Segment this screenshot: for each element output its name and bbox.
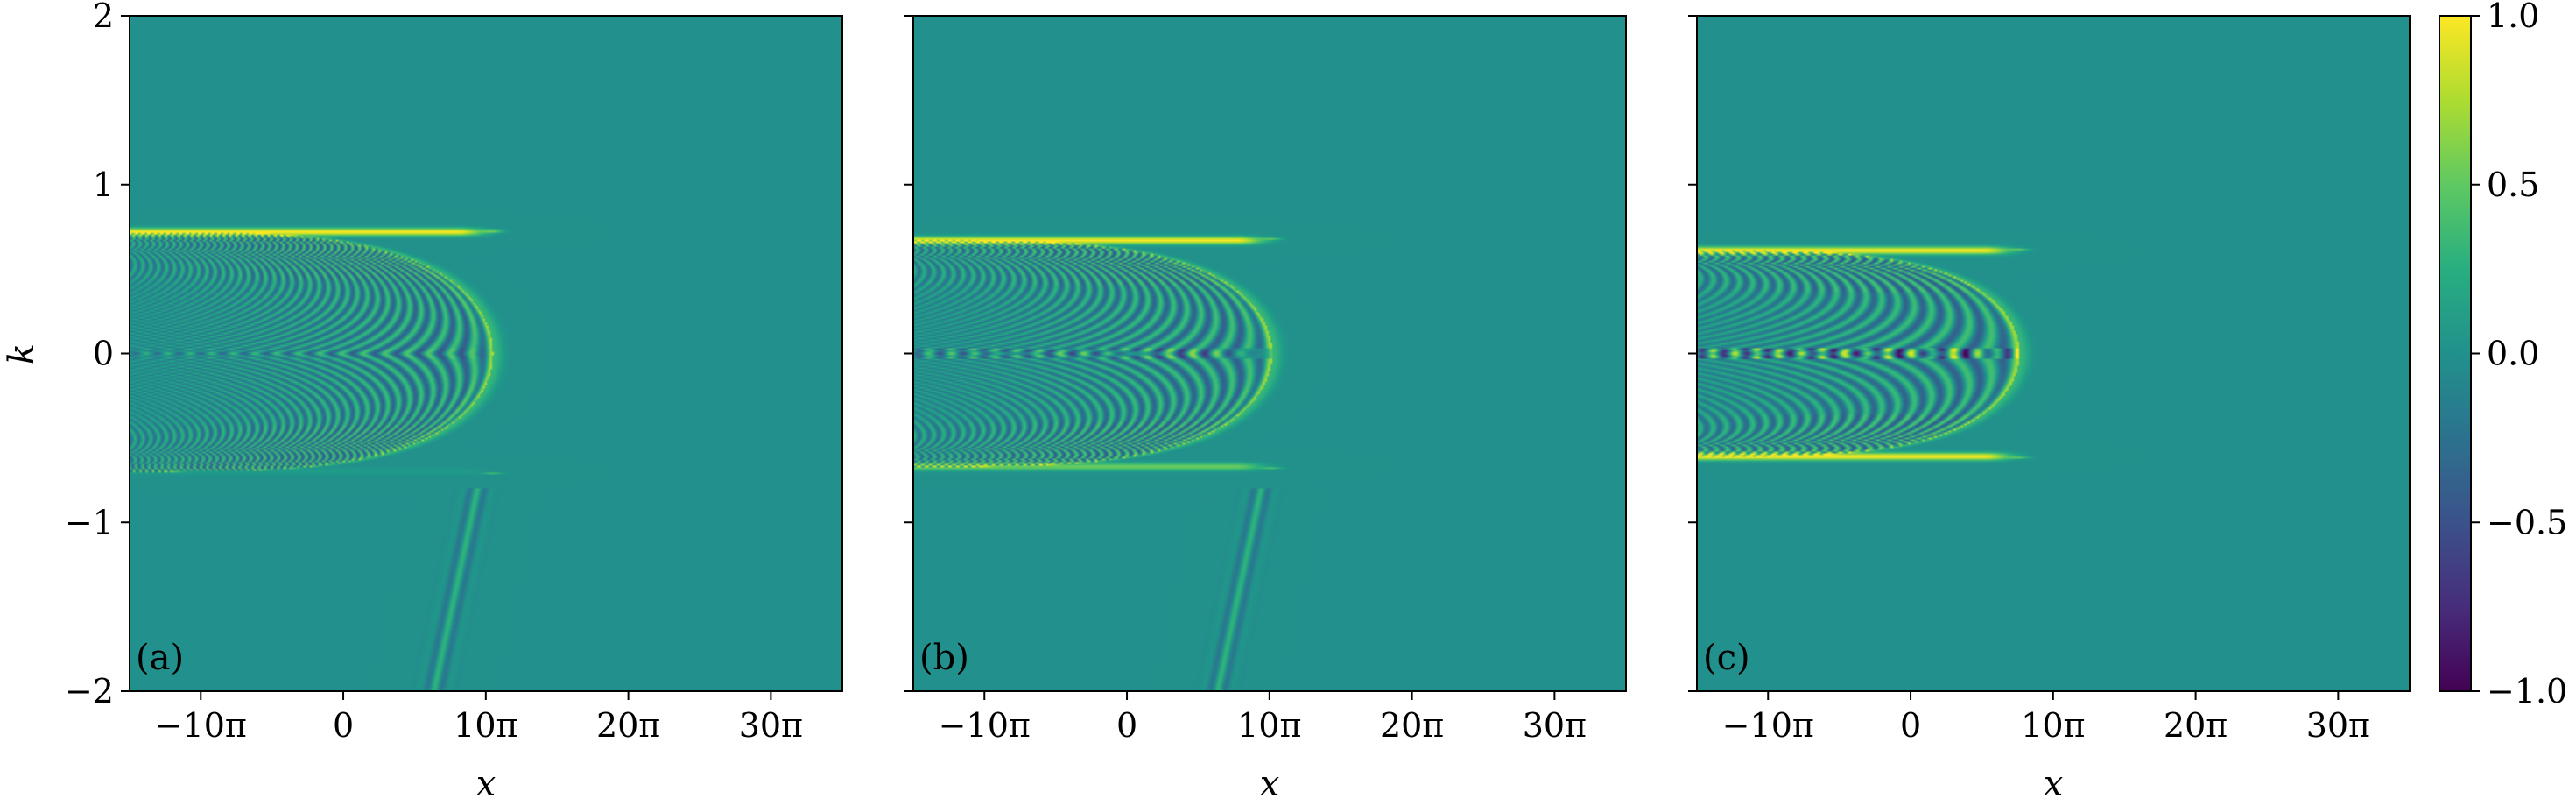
x-tick-label: 10π bbox=[1237, 706, 1301, 745]
colorbar-tick-label: −1.0 bbox=[2487, 672, 2567, 711]
x-axis-label-c: x bbox=[2044, 764, 2064, 804]
x-tick-label: 20π bbox=[2164, 706, 2228, 745]
x-tick-label: −10π bbox=[939, 706, 1031, 745]
y-tick-label: −2 bbox=[65, 672, 114, 711]
panel-a: −10π 0 10π 20π 30π 2 1 0 −1 −2 (a) x k bbox=[2, 0, 843, 804]
panel-label-a: (a) bbox=[136, 638, 184, 678]
x-tick-label: 20π bbox=[596, 706, 660, 745]
heatmap-image-a bbox=[130, 16, 842, 691]
x-tick-label: −10π bbox=[155, 706, 247, 745]
x-tick-label: 0 bbox=[1900, 706, 1921, 745]
colorbar-ticks: 1.0 0.5 0.0 −0.5 −1.0 bbox=[2471, 0, 2567, 711]
y-tick-label: 0 bbox=[93, 335, 114, 373]
colorbar-tick-label: −0.5 bbox=[2487, 503, 2567, 541]
x-tick-label: 20π bbox=[1380, 706, 1444, 745]
heatmap-image-c bbox=[1697, 16, 2410, 691]
panel-b: −10π 0 10π 20π 30π (b) x bbox=[904, 15, 1627, 804]
colorbar: 1.0 0.5 0.0 −0.5 −1.0 bbox=[2439, 0, 2567, 711]
ticks-a: −10π 0 10π 20π 30π 2 1 0 −1 −2 bbox=[65, 0, 803, 745]
colorbar-gradient bbox=[2439, 16, 2471, 691]
x-tick-label: 30π bbox=[2306, 706, 2370, 745]
x-axis-label-a: x bbox=[476, 764, 496, 804]
x-tick-label: 10π bbox=[2021, 706, 2085, 745]
x-tick-label: −10π bbox=[1722, 706, 1814, 745]
ticks-b: −10π 0 10π 20π 30π bbox=[904, 15, 1587, 745]
x-tick-label: 30π bbox=[1523, 706, 1587, 745]
colorbar-tick-label: 1.0 bbox=[2487, 0, 2539, 35]
colorbar-tick-label: 0.5 bbox=[2487, 166, 2539, 204]
ticks-c: −10π 0 10π 20π 30π bbox=[1688, 15, 2370, 745]
x-tick-label: 10π bbox=[454, 706, 517, 745]
x-axis-label-b: x bbox=[1260, 764, 1280, 804]
y-axis-label: k bbox=[2, 343, 42, 364]
x-tick-label: 0 bbox=[333, 706, 354, 745]
panel-c: −10π 0 10π 20π 30π (c) x bbox=[1688, 15, 2411, 804]
x-tick-label: 0 bbox=[1116, 706, 1137, 745]
x-tick-label: 30π bbox=[739, 706, 803, 745]
y-tick-label: −1 bbox=[65, 503, 114, 541]
colorbar-tick-label: 0.0 bbox=[2487, 335, 2539, 373]
y-tick-label: 2 bbox=[93, 0, 114, 35]
panel-label-b: (b) bbox=[919, 638, 969, 678]
panel-label-c: (c) bbox=[1703, 638, 1750, 678]
heatmap-image-b bbox=[913, 16, 1626, 691]
y-tick-label: 1 bbox=[93, 166, 114, 204]
